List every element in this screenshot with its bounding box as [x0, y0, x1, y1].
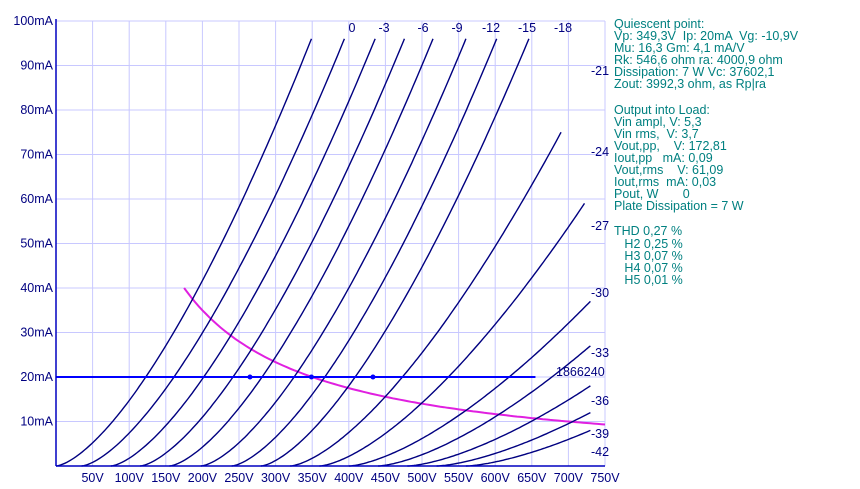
- plate-curve: [81, 38, 346, 467]
- curve-label: -27: [591, 219, 609, 233]
- panel-line: Output into Load:: [614, 102, 710, 117]
- panel-line: Zout: 3992,3 ohm, as Rp|ra: [614, 77, 766, 92]
- curve-label: -24: [591, 145, 609, 159]
- x-tick-label: 300V: [261, 471, 291, 485]
- dissipation-curve: [183, 287, 606, 426]
- curve-label: -36: [591, 394, 609, 408]
- y-tick-label: 30mA: [20, 326, 53, 340]
- y-tick-label: 60mA: [20, 192, 53, 206]
- curve-label: -30: [591, 286, 609, 300]
- plate-curve: [169, 38, 434, 467]
- plate-curve: [348, 300, 591, 467]
- panel-line: Plate Dissipation = 7 W: [614, 199, 744, 214]
- panel-line: Iout,pp mA: 0,09: [614, 150, 713, 165]
- tick-labels: 10mA 20mA 30mA 40mA 50mA 60mA 70mA 80mA 90mA 100m…: [13, 14, 620, 485]
- x-tick-label: 200V: [188, 471, 218, 485]
- y-tick-label: 70mA: [20, 148, 53, 162]
- x-tick-label: 700V: [554, 471, 584, 485]
- x-tick-label: 650V: [517, 471, 547, 485]
- panel-line: Vin ampl, V: 5,3: [614, 114, 702, 129]
- panel-line: Vin rms, V: 3,7: [614, 126, 699, 141]
- x-tick-label: 550V: [444, 471, 474, 485]
- y-tick-label: 40mA: [20, 281, 53, 295]
- panel-line: Iout,rms mA: 0,03: [614, 175, 717, 190]
- plate-curve: [200, 38, 467, 467]
- y-tick-label: 100mA: [13, 14, 53, 28]
- x-tick-label: 50V: [81, 471, 104, 485]
- load-line-group: 1866240: [56, 365, 605, 380]
- curve-label: -42: [591, 445, 609, 459]
- plate-curve: [231, 38, 498, 467]
- x-tick-label: 400V: [334, 471, 364, 485]
- x-tick-label: 100V: [115, 471, 145, 485]
- y-tick-label: 90mA: [20, 59, 53, 73]
- panel-line: Dissipation: 7 W Vc: 37602,1: [614, 65, 775, 80]
- panel-line: H5 0,01 %: [614, 272, 683, 287]
- curve-label: 0: [349, 21, 356, 35]
- curve-label: -12: [482, 21, 500, 35]
- panel-line: Pout, W 0: [614, 187, 690, 202]
- panel-line: [614, 91, 854, 104]
- x-tick-label: 350V: [298, 471, 328, 485]
- axes: [55, 19, 605, 467]
- plate-curve: [140, 38, 406, 467]
- plate-curve: [436, 411, 591, 467]
- plate-curve: [260, 38, 530, 467]
- panel-line: Vout,rms V: 61,09: [614, 163, 724, 178]
- panel-line: THD 0,27 %: [614, 224, 683, 239]
- operating-point-panel: Quiescent point: Vp: 349,3V Ip: 20mA Vg: …: [614, 18, 854, 286]
- x-tick-label: 500V: [407, 471, 437, 485]
- dissipation-curve-group: [183, 287, 606, 426]
- x-tick-label: 600V: [481, 471, 511, 485]
- panel-line: Vp: 349,3V Ip: 20mA Vg: -10,9V: [614, 29, 799, 44]
- panel-line: Mu: 16,3 Gm: 4,1 mA/V: [614, 41, 745, 56]
- plate-curves: [55, 38, 591, 467]
- curve-label: -15: [518, 21, 536, 35]
- panel-line: H4 0,07 %: [614, 260, 683, 275]
- curve-label: -33: [591, 346, 609, 360]
- plate-curve: [407, 385, 591, 467]
- load-line-point: [308, 374, 314, 380]
- y-tick-label: 10mA: [20, 415, 53, 429]
- plate-curve: [110, 38, 376, 467]
- panel-line: Vout,pp, V: 172,81: [614, 138, 727, 153]
- panel-line: H2 0,25 %: [614, 236, 683, 251]
- plate-curve: [465, 429, 591, 467]
- plate-curve: [319, 203, 586, 467]
- plate-curve: [55, 38, 313, 467]
- y-tick-label: 80mA: [20, 103, 53, 117]
- load-line-label: 1866240: [556, 365, 605, 379]
- panel-line: Quiescent point:: [614, 17, 705, 31]
- plate-curve: [378, 345, 591, 467]
- panel-line: H3 0,07 %: [614, 248, 683, 263]
- curve-label: -39: [591, 427, 609, 441]
- plate-curve: [290, 131, 562, 467]
- curve-label: -9: [451, 21, 462, 35]
- curve-label: -18: [554, 21, 572, 35]
- load-line-point: [247, 374, 253, 380]
- x-tick-label: 750V: [590, 471, 620, 485]
- y-tick-label: 50mA: [20, 237, 53, 251]
- load-line-point: [370, 374, 376, 380]
- x-tick-label: 250V: [224, 471, 254, 485]
- x-tick-label: 450V: [371, 471, 401, 485]
- curve-label: -3: [378, 21, 389, 35]
- x-tick-label: 150V: [151, 471, 181, 485]
- panel-line: Rk: 546,6 ohm ra: 4000,9 ohm: [614, 53, 783, 68]
- curve-label: -6: [417, 21, 428, 35]
- y-tick-label: 20mA: [20, 370, 53, 384]
- curve-label: -21: [591, 64, 609, 78]
